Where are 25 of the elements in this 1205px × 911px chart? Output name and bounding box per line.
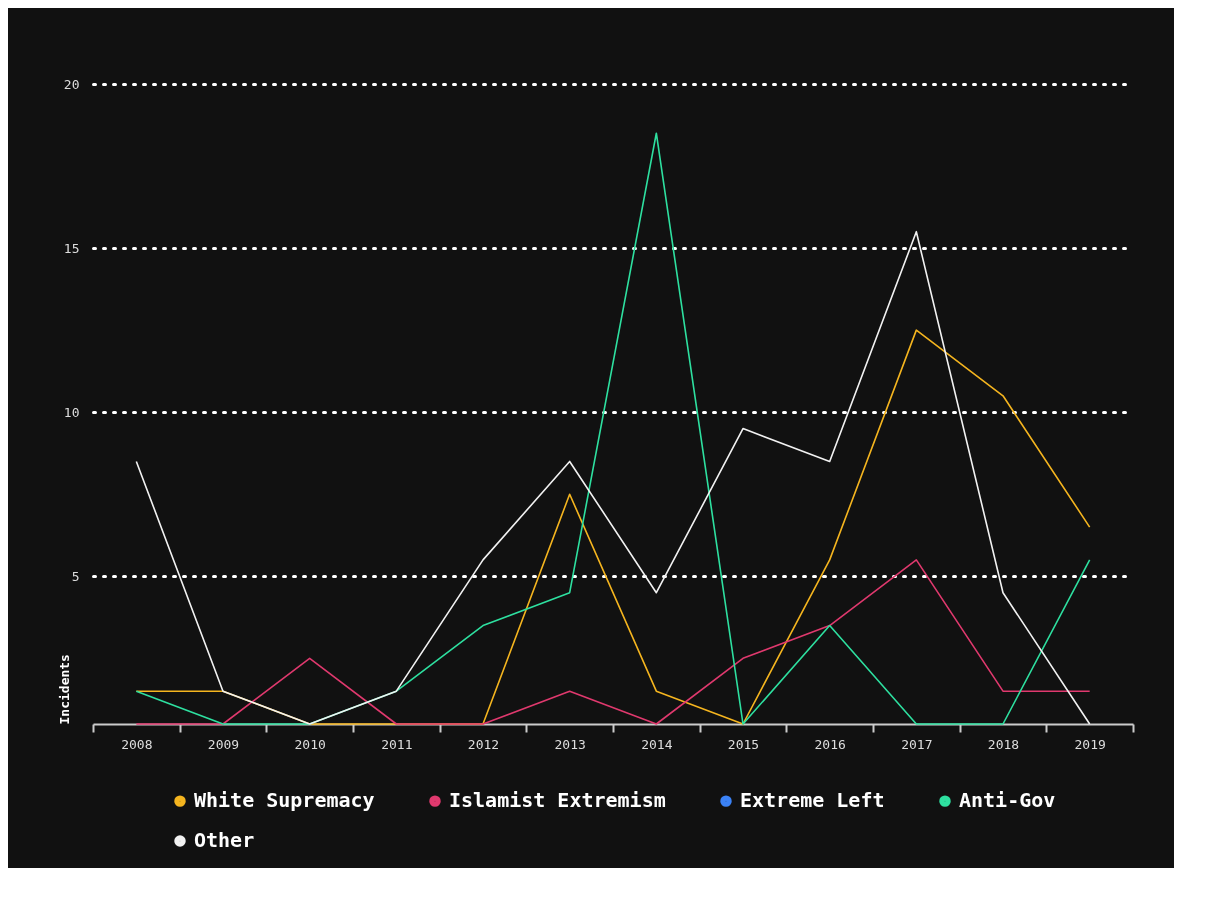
legend-label: Other [194, 828, 255, 852]
x-tick-label: 2010 [294, 736, 326, 752]
legend-label: Islamist Extremism [449, 788, 666, 813]
legend-label: White Supremacy [194, 788, 375, 813]
x-tick-label: 2018 [987, 736, 1020, 752]
legend-label: Anti-Gov [959, 788, 1056, 813]
x-tick-label: 2017 [901, 736, 933, 752]
line-series [135, 559, 1091, 725]
x-tick-label: 2011 [381, 736, 413, 752]
x-tick-label: 2013 [554, 736, 586, 752]
y-tick-label: 10 [63, 404, 80, 420]
y-tick-label: 5 [71, 568, 80, 584]
legend-label: Extreme Left [740, 788, 885, 813]
x-tick-label: 2012 [467, 736, 500, 752]
x-tick-label: 2016 [814, 736, 846, 752]
line-series [135, 230, 1091, 725]
x-tick-label: 2019 [1074, 736, 1106, 752]
x-tick-label: 2008 [121, 736, 153, 752]
y-tick-label: 20 [63, 76, 80, 92]
y-tick-label: 15 [63, 240, 80, 256]
x-tick-label: 2015 [727, 736, 760, 752]
x-tick-label: 2014 [641, 736, 673, 752]
x-tick-label: 2009 [207, 736, 240, 752]
y-axis-title: Incidents [56, 654, 72, 725]
line-series [135, 132, 1091, 725]
